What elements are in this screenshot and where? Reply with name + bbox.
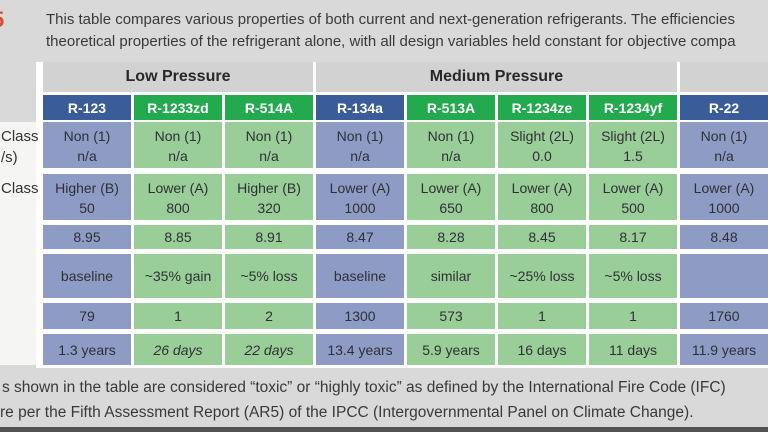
table-cell: 8.85	[134, 225, 222, 249]
table-cell: 8.48	[680, 225, 768, 249]
table-row: 1.3 years 26 days 22 days 13.4 years 5.9…	[43, 334, 768, 365]
footnote-line-2: re per the Fifth Assessment Report (AR5)…	[0, 404, 694, 421]
table-cell: Non (1) n/a	[316, 122, 404, 168]
table-cell: 5.9 years	[407, 334, 495, 365]
table-cell: Lower (A) 1000	[680, 174, 768, 220]
table-cell: 16 days	[498, 334, 586, 365]
column-header-r-22: R-22	[680, 95, 768, 120]
table-cell: 1	[134, 303, 222, 329]
table-row: 79 1 2 1300 573 1 1 1760	[43, 303, 768, 329]
column-header-r-513a: R-513A	[407, 95, 495, 120]
table-cell: similar	[407, 254, 495, 298]
table-cell: Slight (2L) 0.0	[498, 122, 586, 168]
table-cell: 1760	[680, 303, 768, 329]
table-cell: ~25% loss	[498, 254, 586, 298]
table-cell: 8.47	[316, 225, 404, 249]
footnote-line-1: s shown in the table are considered “tox…	[2, 379, 726, 396]
table-row: Non (1) n/a Non (1) n/a Non (1) n/a Non (1)…	[43, 122, 768, 168]
table-cell: 2	[225, 303, 313, 329]
group-header-row: Low Pressure Medium Pressure	[43, 62, 768, 92]
group-header-blank	[680, 62, 768, 92]
table-row: baseline ~35% gain ~5% loss baseline sim…	[43, 254, 768, 298]
intro-line-2: theoretical properties of the refrigeran…	[46, 33, 736, 50]
table-cell: 1	[498, 303, 586, 329]
table-cell: Lower (A) 500	[589, 174, 677, 220]
table-cell: Lower (A) 800	[498, 174, 586, 220]
margin-number: 5	[0, 7, 4, 33]
column-header-r-134a: R-134a	[316, 95, 404, 120]
column-header-row: R-123 R-1233zd R-514A R-134a R-513A R-12…	[43, 95, 768, 120]
table-cell: 8.45	[498, 225, 586, 249]
table-row: Higher (B) 50 Lower (A) 800 Higher (B) 320 …	[43, 174, 768, 220]
column-header-r-1234yf: R-1234yf	[589, 95, 677, 120]
table-cell: 8.28	[407, 225, 495, 249]
table-row: 8.95 8.85 8.91 8.47 8.28 8.45 8.17 8.48	[43, 225, 768, 249]
table-cell: Lower (A) 1000	[316, 174, 404, 220]
intro-line-1: This table compares various properties o…	[46, 11, 735, 28]
row-label-fragment: Class	[1, 180, 39, 197]
table-cell: 8.17	[589, 225, 677, 249]
table-cell: ~5% loss	[225, 254, 313, 298]
table-cell: 8.91	[225, 225, 313, 249]
table-cell: 22 days	[225, 334, 313, 365]
table-cell: Non (1) n/a	[43, 122, 131, 168]
table-cell: baseline	[43, 254, 131, 298]
table-cell	[680, 254, 768, 298]
table-cell: Lower (A) 650	[407, 174, 495, 220]
table-cell: ~5% loss	[589, 254, 677, 298]
intro-paragraph: This table compares various properties o…	[46, 9, 768, 53]
table-cell: Non (1) n/a	[134, 122, 222, 168]
row-label-column	[0, 122, 36, 365]
table-cell: 79	[43, 303, 131, 329]
table-cell: baseline	[316, 254, 404, 298]
row-label-fragment: /s)	[1, 149, 18, 166]
table-cell: Higher (B) 320	[225, 174, 313, 220]
group-header-medium-pressure: Medium Pressure	[316, 62, 677, 92]
table-cell: Higher (B) 50	[43, 174, 131, 220]
column-header-r-1234ze: R-1234ze	[498, 95, 586, 120]
table-cell: Lower (A) 800	[134, 174, 222, 220]
table-cell: Non (1) n/a	[407, 122, 495, 168]
group-header-low-pressure: Low Pressure	[43, 62, 313, 92]
table-cell: 1.3 years	[43, 334, 131, 365]
table-cell: 573	[407, 303, 495, 329]
column-header-r-123: R-123	[43, 95, 131, 120]
column-header-r-514a: R-514A	[225, 95, 313, 120]
table-cell: 8.95	[43, 225, 131, 249]
table-cell: 1300	[316, 303, 404, 329]
table-cell: 13.4 years	[316, 334, 404, 365]
table-cell: Non (1) n/a	[225, 122, 313, 168]
table-cell: 11 days	[589, 334, 677, 365]
table-cell: 1	[589, 303, 677, 329]
table-cell: 26 days	[134, 334, 222, 365]
column-header-r-1233zd: R-1233zd	[134, 95, 222, 120]
table-cell: 11.9 years	[680, 334, 768, 365]
table-cell: Non (1) n/a	[680, 122, 768, 168]
row-label-fragment: Class	[1, 128, 39, 145]
page-bottom-edge	[0, 427, 768, 432]
table-cell: ~35% gain	[134, 254, 222, 298]
table-cell: Slight (2L) 1.5	[589, 122, 677, 168]
